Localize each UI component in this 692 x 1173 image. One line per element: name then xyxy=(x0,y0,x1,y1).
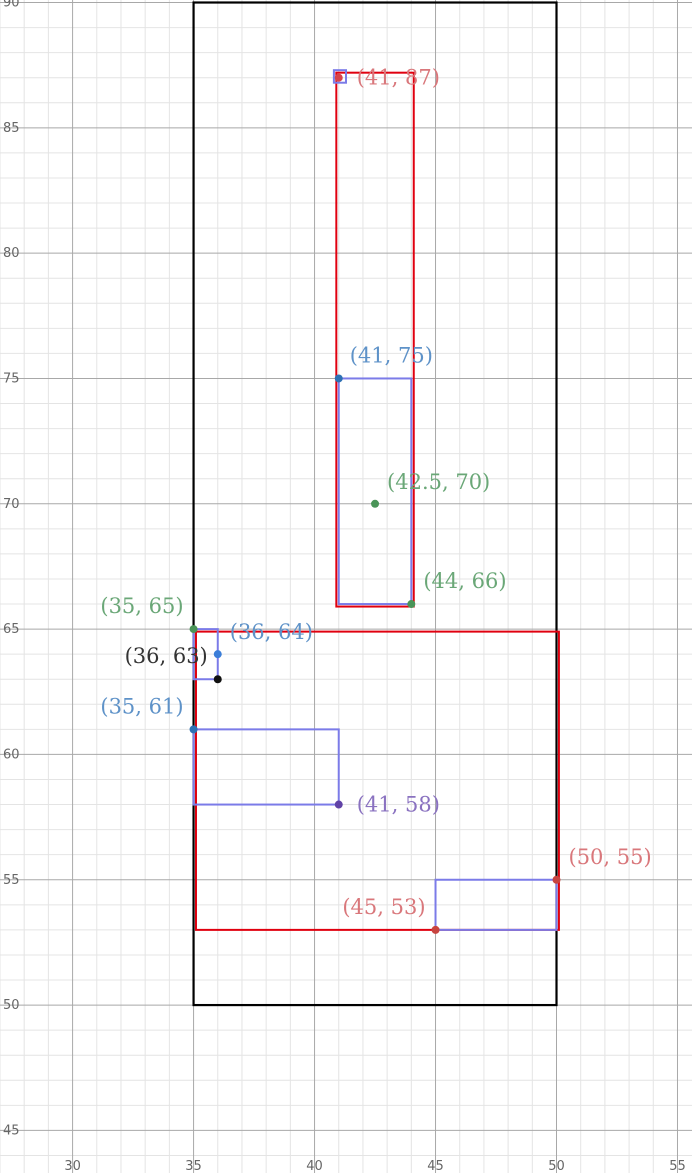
point-label: (42.5, 70) xyxy=(387,470,490,494)
x-tick-label: 30 xyxy=(64,1159,81,1173)
x-tick-label: 50 xyxy=(548,1159,565,1173)
point-label: (50, 55) xyxy=(569,845,652,869)
x-tick-label: 55 xyxy=(669,1159,686,1173)
x-tick-label: 40 xyxy=(306,1159,323,1173)
data-point[interactable] xyxy=(552,875,561,884)
data-point[interactable] xyxy=(213,650,222,659)
y-tick-label: 90 xyxy=(3,0,20,11)
data-point[interactable] xyxy=(371,499,380,508)
point-label: (35, 65) xyxy=(100,594,183,618)
data-point[interactable] xyxy=(189,625,198,634)
x-tick-label: 45 xyxy=(427,1159,444,1173)
rectangle-outline xyxy=(434,878,558,931)
point-label: (36, 63) xyxy=(125,644,208,668)
data-point[interactable] xyxy=(334,73,343,82)
points xyxy=(189,73,561,934)
data-point[interactable] xyxy=(334,374,343,383)
data-point[interactable] xyxy=(431,925,440,934)
y-tick-label: 70 xyxy=(3,497,20,512)
data-point[interactable] xyxy=(189,725,198,734)
rectangle-outline xyxy=(337,377,413,606)
data-point[interactable] xyxy=(213,675,222,684)
rectangle-outline xyxy=(332,69,348,84)
point-label: (41, 87) xyxy=(357,66,440,90)
point-label: (41, 75) xyxy=(350,343,433,367)
y-tick-label: 55 xyxy=(3,873,20,888)
rectangles xyxy=(192,1,560,1007)
tick-labels: 30 35 40 45 50 55 45 50 55 60 65 70 75 80 85 90 xyxy=(3,0,686,1173)
rectangle-outline xyxy=(335,71,415,608)
point-label: (44, 66) xyxy=(423,569,506,593)
y-tick-label: 60 xyxy=(3,747,20,762)
y-tick-label: 80 xyxy=(3,246,20,261)
rectangle-outline xyxy=(192,1,558,1007)
point-label: (36, 64) xyxy=(230,620,313,644)
point-labels: (41, 87) (41, 75) (42.5, 70) (44, 66) (35, 6… xyxy=(100,66,651,919)
y-tick-label: 85 xyxy=(3,121,20,136)
rectangle-outline xyxy=(192,728,340,806)
point-label: (45, 53) xyxy=(342,895,425,919)
data-point[interactable] xyxy=(334,800,343,809)
x-tick-label: 35 xyxy=(185,1159,202,1173)
rectangle-outline xyxy=(194,630,560,931)
point-label: (41, 58) xyxy=(357,793,440,817)
point-label: (35, 61) xyxy=(100,694,183,718)
data-point[interactable] xyxy=(407,600,416,609)
y-tick-label: 65 xyxy=(3,622,20,637)
y-tick-label: 75 xyxy=(3,371,20,386)
y-tick-label: 50 xyxy=(3,998,20,1013)
y-tick-label: 45 xyxy=(3,1123,20,1138)
